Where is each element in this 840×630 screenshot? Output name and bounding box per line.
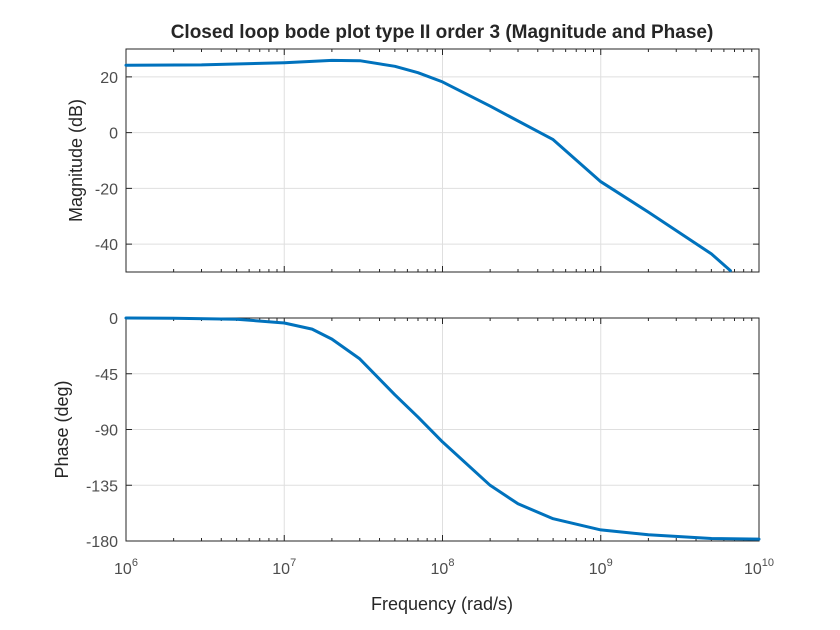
phase-line [124, 316, 761, 541]
x-axis-label: Frequency (rad/s) [371, 594, 513, 614]
x-tick-exponent: 10 [762, 557, 774, 569]
x-tick-base: 10 [272, 561, 290, 578]
y-tick-label: -45 [95, 367, 118, 384]
x-tick-label: 107 [272, 557, 296, 578]
x-tick-exponent: 9 [607, 557, 613, 569]
x-tick-exponent: 8 [448, 557, 454, 569]
y-tick-label: -180 [86, 534, 118, 551]
x-tick-base: 10 [431, 561, 449, 578]
y-tick-label: -90 [95, 423, 118, 440]
x-tick-base: 10 [589, 561, 607, 578]
y-tick-label: -135 [86, 478, 118, 495]
y-tick-label: -40 [95, 237, 118, 254]
axes-frame [125, 317, 760, 542]
y-tick-label: 0 [109, 126, 118, 143]
x-tick-exponent: 7 [290, 557, 296, 569]
chart-title: Closed loop bode plot type II order 3 (M… [171, 22, 714, 43]
x-tick-base: 10 [744, 561, 762, 578]
x-tick-label: 108 [431, 557, 455, 578]
axes-frame [125, 48, 760, 273]
x-tick-label: 106 [114, 557, 138, 578]
y-tick-label: 0 [109, 311, 118, 328]
magnitude-axes: 20 0 -20 -40 Magnitude (dB) [66, 48, 760, 273]
x-tick-base: 10 [114, 561, 132, 578]
x-tick-label: 1010 [744, 557, 774, 578]
x-tick-exponent: 6 [132, 557, 138, 569]
magnitude-line [124, 58, 732, 273]
y-tick-label: -20 [95, 181, 118, 198]
y-axis-label: Magnitude (dB) [66, 99, 86, 222]
y-tick-label: 20 [100, 70, 118, 87]
y-axis-label: Phase (deg) [52, 380, 72, 478]
x-tick-label: 109 [589, 557, 613, 578]
